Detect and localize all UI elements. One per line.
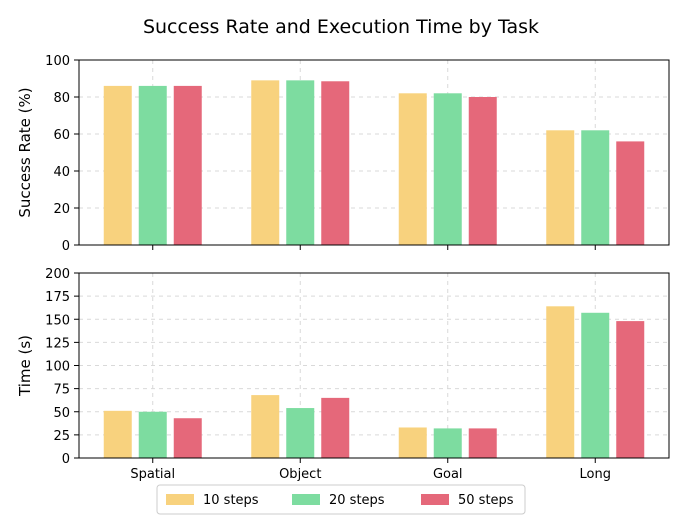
y-tick-label: 125 (45, 336, 70, 351)
bar-20-steps-object (286, 408, 315, 458)
bar-20-steps-long (581, 312, 610, 458)
bar-10-steps-long (546, 130, 575, 245)
bar-10-steps-spatial (103, 410, 132, 458)
legend-swatch (421, 494, 449, 505)
x-tick-label: Long (580, 467, 611, 482)
bar-10-steps-goal (398, 93, 427, 245)
legend-box (156, 484, 526, 515)
bar-10-steps-long (546, 306, 575, 458)
bar-50-steps-long (616, 321, 645, 458)
bar-10-steps-object (251, 395, 280, 458)
plot-frame (78, 59, 670, 246)
chart-panels: 0 20 40 60 80 100 Success Rate (%) 0 25 50 75 100 12… (16, 54, 670, 482)
bar-50-steps-spatial (173, 85, 202, 246)
chart-title: Success Rate and Execution Time by Task (143, 16, 539, 38)
bar-20-steps-spatial (138, 411, 167, 458)
y-tick-label: 20 (53, 202, 70, 217)
bar-20-steps-long (581, 130, 610, 245)
x-tick-label: Goal (433, 467, 463, 482)
x-tick-label: Object (279, 467, 321, 482)
bar-50-steps-long (616, 141, 645, 245)
y-tick-label: 75 (53, 383, 70, 398)
legend-swatch (292, 494, 320, 505)
y-tick-label: 175 (45, 290, 70, 305)
y-axis-title: Time (s) (16, 335, 34, 397)
chart-legend: 10 steps 20 steps 50 steps (156, 484, 526, 515)
bar-50-steps-goal (468, 428, 497, 458)
bar-20-steps-goal (433, 428, 462, 458)
bar-50-steps-object (321, 81, 350, 246)
legend-label: 50 steps (458, 493, 514, 508)
y-tick-label: 200 (45, 267, 70, 282)
bar-50-steps-goal (468, 97, 497, 245)
legend-label: 10 steps (203, 493, 259, 508)
bar-20-steps-goal (433, 93, 462, 245)
x-tick-label: Spatial (130, 467, 175, 482)
bar-50-steps-spatial (173, 418, 202, 458)
legend-swatch (166, 494, 194, 505)
y-axis-title: Success Rate (%) (16, 87, 34, 217)
legend-label: 20 steps (329, 493, 385, 508)
y-tick-label: 150 (45, 313, 70, 328)
plot-frame (78, 272, 670, 459)
bar-20-steps-object (286, 80, 315, 245)
y-tick-label: 50 (53, 406, 70, 421)
y-tick-label: 40 (53, 165, 70, 180)
panel-1: 0 20 40 60 80 100 Success Rate (%) (16, 54, 670, 254)
bar-10-steps-object (251, 80, 280, 245)
y-tick-label: 0 (62, 452, 70, 467)
y-tick-label: 100 (45, 360, 70, 375)
bar-10-steps-spatial (103, 85, 132, 246)
panel-2: 0 25 50 75 100 125 150 175 200 Time (s) Spatial Obj… (16, 267, 670, 482)
bar-20-steps-spatial (138, 85, 167, 246)
y-tick-label: 100 (45, 54, 70, 69)
y-tick-label: 0 (62, 239, 70, 254)
y-tick-label: 80 (53, 91, 70, 106)
y-tick-label: 60 (53, 128, 70, 143)
y-tick-label: 25 (53, 429, 70, 444)
bar-10-steps-goal (398, 427, 427, 458)
bar-50-steps-object (321, 397, 350, 458)
